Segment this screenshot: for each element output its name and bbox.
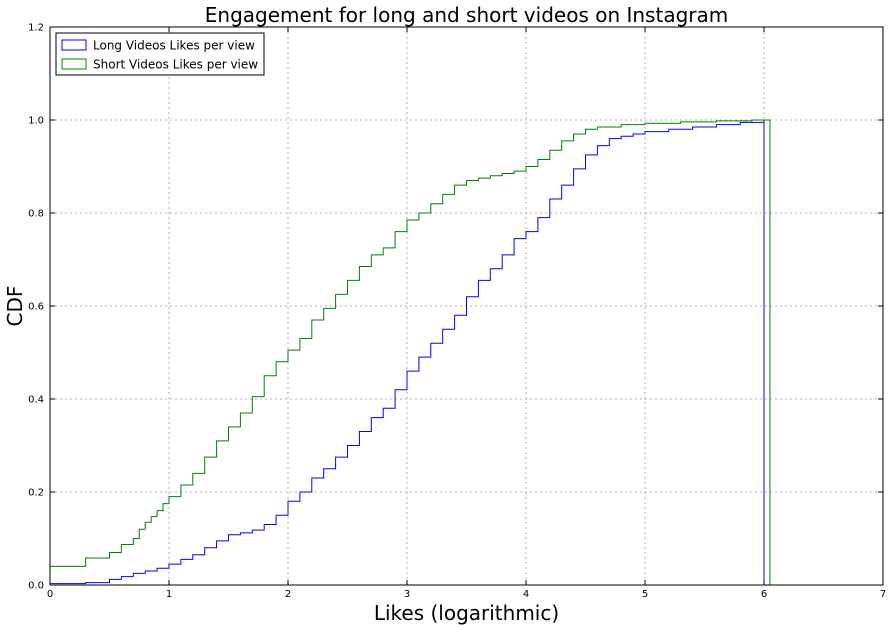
x-tick-label: 5 [642,589,648,600]
x-tick-label: 1 [166,589,172,600]
series-line-short-videos [49,119,771,585]
legend-label: Long Videos Likes per view [93,39,255,53]
y-tick-label: 0.6 [28,302,44,313]
x-tick-label: 0 [47,589,53,600]
y-tick-label: 0.8 [28,209,44,220]
x-tick-label: 4 [523,589,529,600]
y-tick-label: 0.2 [28,488,44,499]
series-line-long-videos [49,120,765,585]
axis-ticks: 0 1 2 3 4 5 6 7 0.0 0.2 0.4 0.6 0.8 1.0 1.2 [28,23,886,601]
legend: Long Videos Likes per view Short Videos L… [55,32,265,76]
x-tick-label: 2 [285,589,291,600]
y-tick-label: 0.4 [28,395,44,406]
y-tick-label: 0.0 [28,581,44,592]
x-tick-label: 6 [761,589,767,600]
x-tick-label: 3 [404,589,410,600]
y-axis-label: CDF [3,286,27,327]
legend-box [55,32,265,76]
legend-label: Short Videos Likes per view [93,58,258,72]
series-layer [49,119,771,585]
x-tick-label: 7 [880,589,886,600]
legend-swatch [61,58,87,70]
y-tick-label: 1.0 [28,116,44,127]
chart-title: Engagement for long and short videos on … [205,3,728,27]
x-axis-label: Likes (logarithmic) [374,601,559,625]
legend-swatch [61,39,87,51]
y-tick-label: 1.2 [28,23,44,34]
